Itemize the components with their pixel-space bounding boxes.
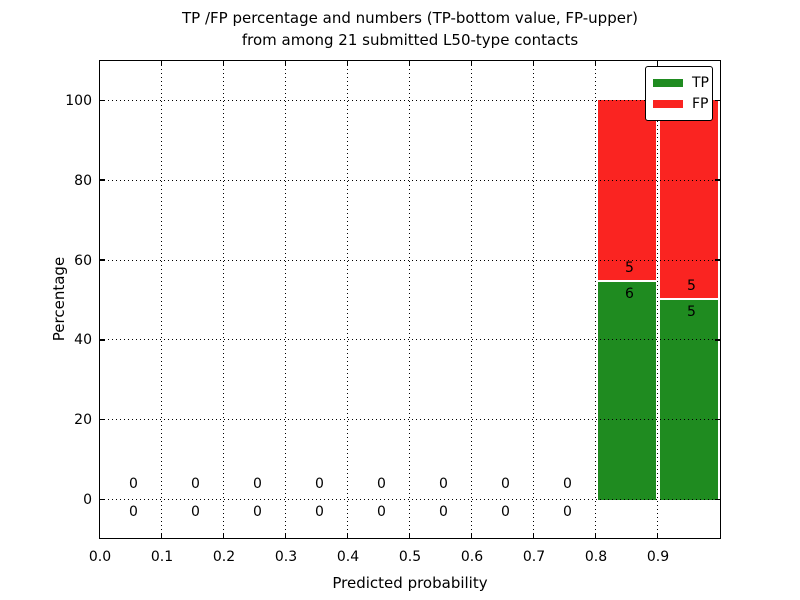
legend-entry-fp: FP xyxy=(653,93,709,114)
x-tick-label: 0.6 xyxy=(460,549,484,565)
fp-color-swatch xyxy=(653,99,683,108)
x-tick-label: 0.4 xyxy=(336,549,360,565)
tp-bar-segment xyxy=(659,299,718,500)
zero-count-tp: 0 xyxy=(377,476,386,493)
zero-count-fp: 0 xyxy=(563,503,572,520)
tp-color-swatch xyxy=(653,78,683,87)
y-tick-left xyxy=(99,498,105,501)
x-tick-top xyxy=(656,60,659,66)
x-tick-top xyxy=(160,60,163,66)
x-axis-label: Predicted probability xyxy=(332,574,488,592)
x-tick-top xyxy=(346,60,349,66)
y-tick-label: 40 xyxy=(74,332,92,349)
fp-bar-segment xyxy=(597,100,656,280)
plot-area: 0 0 0 0 0 0 0 0 0 0 0 0 0 0 0 0 5 6 5 5 xyxy=(98,59,721,539)
x-tick-top xyxy=(98,60,101,66)
x-tick-top xyxy=(594,60,597,66)
x-tick-label: 0.2 xyxy=(212,549,236,565)
fp-bar-segment xyxy=(659,100,718,298)
gridline-vertical xyxy=(347,60,348,538)
legend-label-tp: TP xyxy=(692,74,709,91)
x-tick-top xyxy=(284,60,287,66)
zero-count-fp: 0 xyxy=(377,503,386,520)
fp-count-label: 5 xyxy=(687,278,696,295)
fp-count-label: 5 xyxy=(625,260,634,277)
gridline-vertical xyxy=(657,60,658,538)
gridline-vertical xyxy=(409,60,410,538)
x-tick-label: 0.1 xyxy=(150,549,174,565)
x-tick-bottom xyxy=(284,532,287,538)
x-tick-bottom xyxy=(656,532,659,538)
zero-count-fp: 0 xyxy=(129,503,138,520)
zero-count-fp: 0 xyxy=(191,503,200,520)
gridline-vertical xyxy=(161,60,162,538)
x-tick-label: 0.7 xyxy=(522,549,546,565)
x-tick-bottom xyxy=(408,532,411,538)
y-tick-right xyxy=(714,179,720,181)
y-tick-right xyxy=(714,339,720,341)
gridline-vertical xyxy=(595,60,596,538)
gridline-vertical xyxy=(533,60,534,538)
y-tick-right xyxy=(714,99,720,102)
chart-title-line1: TP /FP percentage and numbers (TP-bottom… xyxy=(182,9,638,27)
zero-count-tp: 0 xyxy=(129,476,138,493)
x-tick-bottom xyxy=(160,532,163,538)
y-tick-right xyxy=(714,418,720,421)
x-tick-label: 0.8 xyxy=(584,549,608,565)
y-tick-label: 80 xyxy=(74,172,92,189)
y-tick-left xyxy=(99,259,105,261)
x-tick-top xyxy=(532,60,535,66)
y-tick-label: 100 xyxy=(65,92,92,109)
y-tick-left xyxy=(99,418,105,421)
y-axis-label: Percentage xyxy=(50,256,68,342)
y-tick-label: 60 xyxy=(74,252,92,269)
zero-count-fp: 0 xyxy=(501,503,510,520)
y-tick-left xyxy=(99,339,105,341)
y-tick-right xyxy=(714,498,720,501)
gridline-vertical xyxy=(471,60,472,538)
tp-count-label: 6 xyxy=(625,285,634,302)
y-tick-left xyxy=(99,99,105,102)
legend-label-fp: FP xyxy=(692,95,709,112)
x-tick-bottom xyxy=(98,532,101,538)
zero-count-fp: 0 xyxy=(315,503,324,520)
x-tick-bottom xyxy=(532,532,535,538)
x-tick-top xyxy=(408,60,411,66)
zero-count-tp: 0 xyxy=(439,476,448,493)
x-tick-bottom xyxy=(594,532,597,538)
y-tick-label: 0 xyxy=(83,492,92,509)
legend: TP FP xyxy=(645,66,713,121)
zero-count-tp: 0 xyxy=(253,476,262,493)
x-tick-top xyxy=(222,60,225,66)
chart-title-line2: from among 21 submitted L50-type contact… xyxy=(241,31,579,49)
zero-count-tp: 0 xyxy=(315,476,324,493)
x-tick-label: 0.9 xyxy=(646,549,670,565)
zero-count-fp: 0 xyxy=(253,503,262,520)
zero-count-fp: 0 xyxy=(439,503,448,520)
x-tick-label: 0.0 xyxy=(88,549,112,565)
y-tick-right xyxy=(714,259,720,261)
zero-count-tp: 0 xyxy=(191,476,200,493)
x-tick-top xyxy=(470,60,473,66)
tp-count-label: 5 xyxy=(687,303,696,320)
x-tick-bottom xyxy=(222,532,225,538)
x-tick-bottom xyxy=(346,532,349,538)
y-tick-label: 20 xyxy=(74,412,92,429)
x-tick-bottom xyxy=(470,532,473,538)
zero-count-tp: 0 xyxy=(501,476,510,493)
x-tick-label: 0.3 xyxy=(274,549,298,565)
gridline-vertical xyxy=(223,60,224,538)
zero-count-tp: 0 xyxy=(563,476,572,493)
x-tick-label: 0.5 xyxy=(398,549,422,565)
gridline-vertical xyxy=(285,60,286,538)
tp-bar-segment xyxy=(597,281,656,500)
legend-entry-tp: TP xyxy=(653,72,709,93)
y-tick-left xyxy=(99,179,105,181)
